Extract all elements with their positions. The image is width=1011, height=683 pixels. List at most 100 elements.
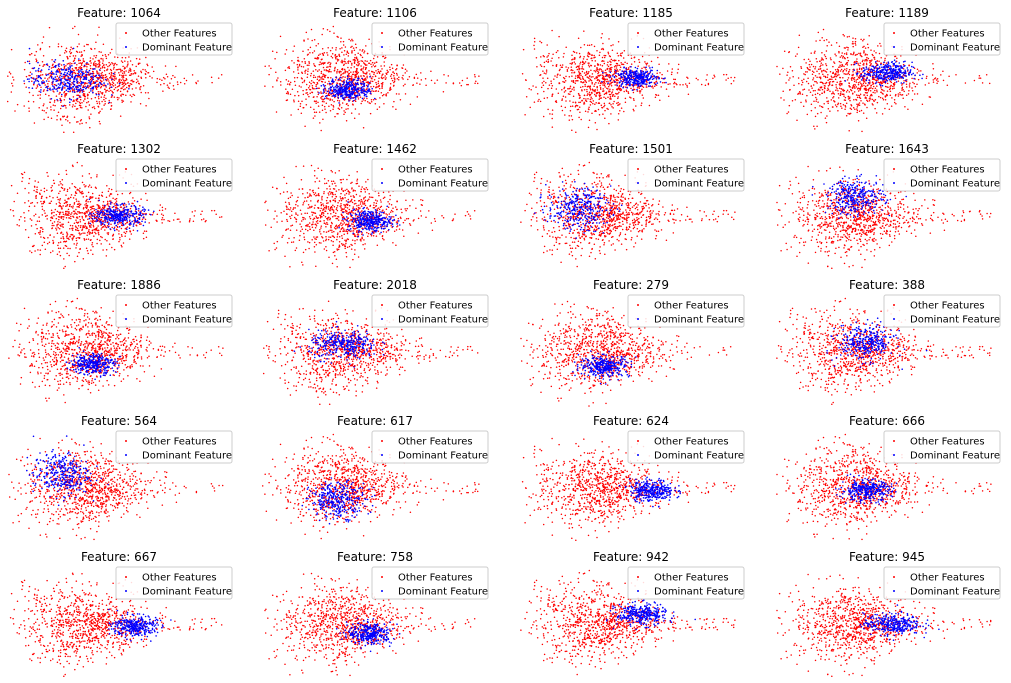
point-other [821, 88, 824, 91]
point-other [416, 82, 418, 84]
point-other [113, 88, 116, 91]
point-dominant [334, 93, 337, 96]
point-other [911, 89, 914, 92]
point-other [820, 105, 823, 108]
point-other [329, 109, 332, 112]
point-other [113, 66, 115, 69]
point-other [285, 88, 287, 90]
point-other [63, 52, 66, 54]
point-other [67, 62, 70, 65]
point-other [28, 110, 30, 112]
point-other [338, 100, 341, 102]
point-other [848, 82, 850, 84]
point-other [617, 40, 620, 43]
point-other [357, 98, 360, 100]
point-other [537, 100, 539, 102]
point-other [354, 60, 356, 62]
point-other [863, 38, 865, 41]
point-other [76, 76, 79, 78]
point-other [113, 79, 116, 81]
point-other [127, 63, 129, 65]
point-other [128, 86, 130, 88]
point-other [191, 74, 194, 76]
point-other [47, 83, 49, 85]
point-other [393, 80, 396, 83]
point-dominant [352, 79, 354, 81]
point-other [874, 107, 876, 110]
point-dominant [94, 82, 96, 85]
point-other [846, 46, 848, 49]
point-other [310, 28, 313, 31]
point-other [304, 62, 307, 65]
point-dominant [55, 88, 57, 91]
point-other [579, 77, 581, 80]
point-other [375, 86, 377, 89]
point-other [889, 94, 892, 96]
point-other [321, 104, 324, 106]
point-other [607, 88, 609, 90]
point-other [619, 68, 621, 71]
point-other [862, 112, 865, 114]
point-other [333, 32, 335, 34]
point-other [838, 73, 840, 76]
point-other [147, 72, 149, 74]
point-other [787, 111, 790, 113]
point-other [320, 129, 322, 132]
point-dominant [883, 75, 885, 78]
point-other [105, 90, 107, 92]
point-other [820, 64, 822, 66]
point-other [616, 52, 619, 54]
point-other [308, 62, 311, 64]
point-other [79, 91, 81, 94]
point-dominant [645, 66, 647, 68]
point-dominant [625, 79, 627, 82]
point-other [389, 68, 391, 71]
point-other [929, 96, 932, 98]
point-other [565, 75, 567, 78]
point-other [101, 71, 103, 74]
point-other [71, 48, 74, 50]
point-other [546, 77, 549, 79]
point-other [563, 91, 566, 93]
point-other [425, 84, 427, 87]
point-other [564, 79, 567, 82]
point-other [276, 79, 278, 81]
point-other [570, 63, 573, 65]
point-other [402, 74, 404, 77]
point-other [842, 77, 844, 79]
point-other [845, 52, 848, 54]
point-other [131, 73, 133, 75]
point-other [352, 59, 355, 61]
point-other [594, 71, 597, 73]
point-other [569, 105, 572, 108]
point-other [59, 74, 61, 77]
point-other [44, 84, 46, 86]
point-other [611, 81, 614, 83]
point-other [75, 66, 78, 69]
point-dominant [907, 69, 909, 71]
point-other [28, 60, 31, 62]
point-other [99, 110, 101, 113]
point-other [93, 106, 95, 108]
point-other [612, 88, 614, 91]
point-dominant [98, 74, 100, 77]
point-other [75, 121, 78, 123]
point-other [545, 71, 548, 73]
point-other [637, 65, 639, 67]
point-other [913, 93, 916, 95]
point-other [42, 55, 45, 57]
point-other [569, 100, 571, 102]
point-other [663, 81, 666, 84]
point-other [175, 65, 177, 68]
point-dominant [64, 75, 67, 77]
point-other [618, 59, 620, 62]
point-other [32, 94, 34, 97]
point-dominant [885, 78, 888, 81]
point-dominant [354, 86, 357, 89]
point-other [302, 106, 304, 109]
point-dominant [76, 97, 78, 100]
point-other [370, 77, 373, 79]
point-other [841, 64, 844, 67]
point-other [162, 90, 164, 92]
point-dominant [26, 60, 29, 63]
